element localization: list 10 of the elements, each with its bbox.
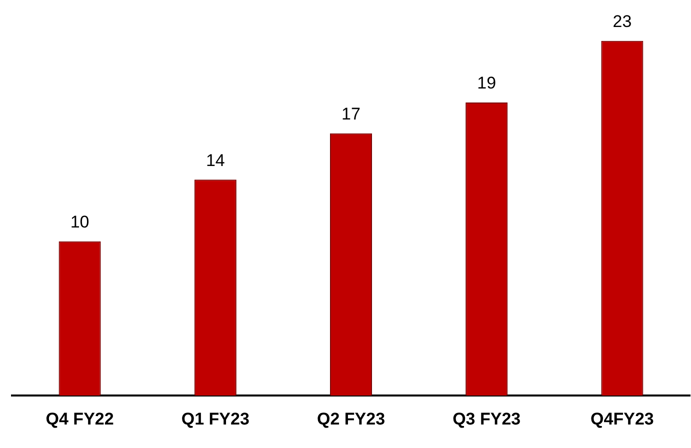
data-label: 23 [612, 12, 632, 32]
x-tick-label: Q4 FY22 [46, 409, 114, 428]
x-tick-label: Q4FY23 [590, 409, 654, 428]
x-tick-label: Q1 FY23 [181, 409, 250, 428]
x-tick-label: Q3 FY23 [452, 409, 521, 428]
x-tick-label: Q2 FY23 [316, 409, 386, 428]
data-label: 14 [206, 150, 225, 170]
data-label: 17 [342, 104, 360, 124]
data-label: 19 [477, 74, 496, 93]
data-label: 10 [70, 212, 90, 232]
